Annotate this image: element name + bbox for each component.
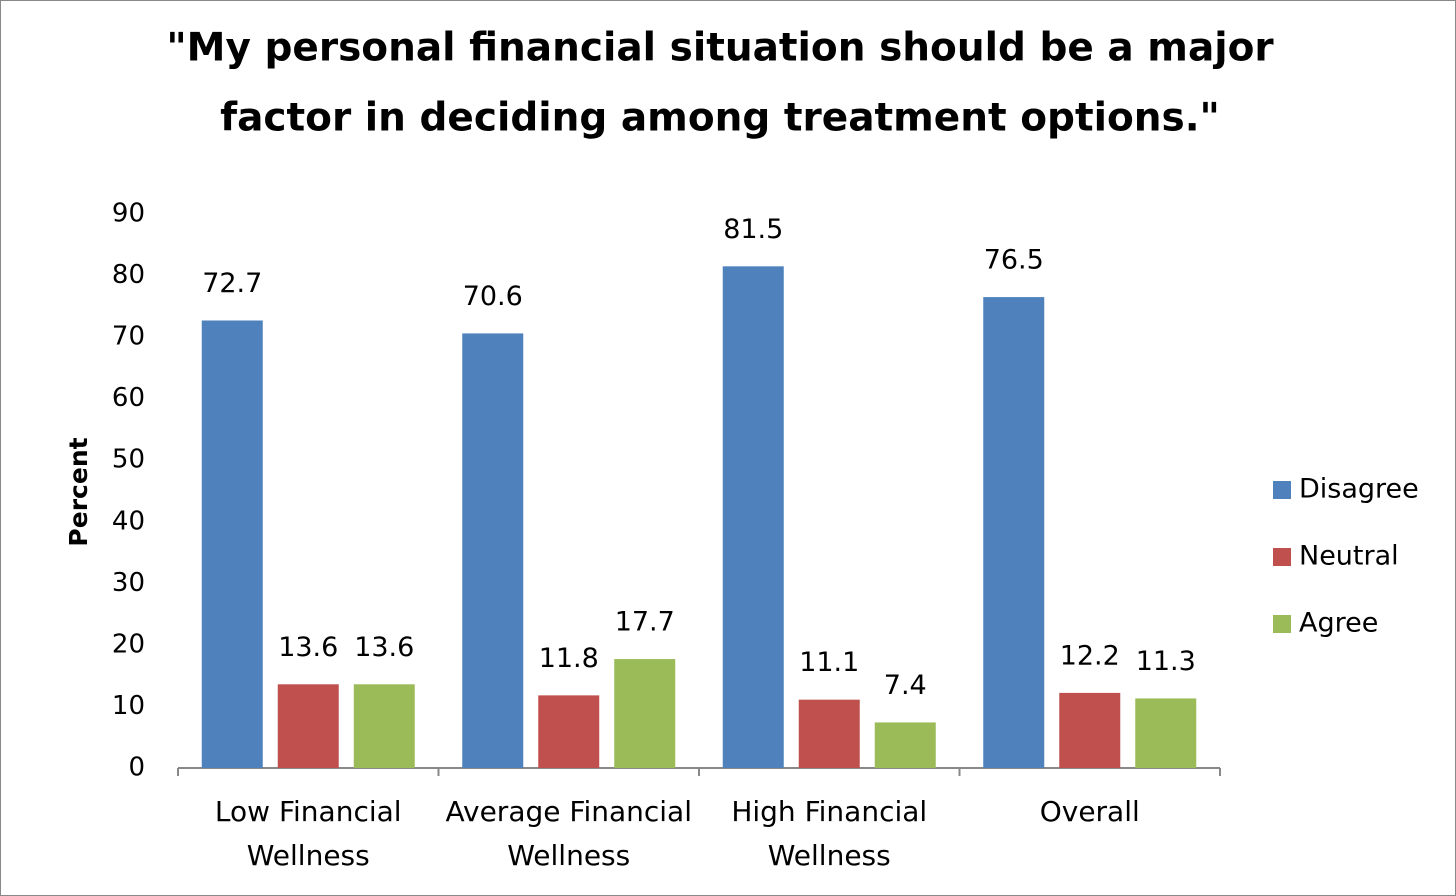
y-tick-label: 80 — [112, 260, 145, 290]
bar — [538, 695, 600, 768]
data-label: 11.3 — [1136, 646, 1196, 677]
data-label: 12.2 — [1060, 640, 1120, 671]
bar — [798, 699, 860, 768]
legend-label: Agree — [1299, 608, 1378, 639]
data-label: 7.4 — [884, 670, 927, 701]
data-label: 13.6 — [278, 632, 338, 663]
legend-swatch — [1273, 481, 1291, 499]
x-tick-label: Low Financial Wellness — [214, 795, 402, 872]
legend-label: Disagree — [1299, 474, 1419, 505]
x-tick-label: High Financial Wellness — [731, 795, 928, 872]
data-label: 81.5 — [723, 214, 783, 245]
bar — [874, 722, 936, 768]
data-label: 70.6 — [463, 281, 523, 312]
y-tick-label: 60 — [112, 383, 145, 413]
bar — [277, 684, 339, 768]
data-label: 17.7 — [615, 607, 675, 638]
x-tick-label: Average Financial Wellness — [445, 795, 693, 872]
y-tick-label: 30 — [112, 568, 145, 598]
y-tick-label: 10 — [112, 691, 145, 721]
chart-title: "My personal financial situation should … — [166, 26, 1274, 71]
x-tick-label: Overall — [1039, 795, 1140, 828]
bar — [462, 333, 524, 768]
legend-swatch — [1273, 548, 1291, 566]
y-axis-label: Percent — [64, 437, 93, 546]
data-label: 11.8 — [539, 643, 599, 674]
legend-swatch — [1273, 615, 1291, 633]
bar — [722, 266, 784, 768]
data-label: 76.5 — [984, 245, 1044, 276]
bar — [614, 659, 676, 768]
y-tick-label: 0 — [128, 753, 145, 783]
bar — [353, 684, 415, 768]
bar — [1059, 692, 1121, 768]
data-label: 72.7 — [202, 268, 262, 299]
data-label: 11.1 — [799, 647, 859, 678]
y-tick-label: 20 — [112, 629, 145, 659]
legend-label: Neutral — [1299, 541, 1399, 572]
y-tick-label: 70 — [112, 322, 145, 352]
y-tick-label: 40 — [112, 506, 145, 536]
bar — [1135, 698, 1197, 768]
data-label: 13.6 — [354, 632, 414, 663]
bar — [201, 320, 263, 768]
chart-title: factor in deciding among treatment optio… — [220, 96, 1220, 141]
y-tick-label: 50 — [112, 445, 145, 475]
bar — [983, 297, 1045, 768]
y-tick-label: 90 — [112, 199, 145, 229]
